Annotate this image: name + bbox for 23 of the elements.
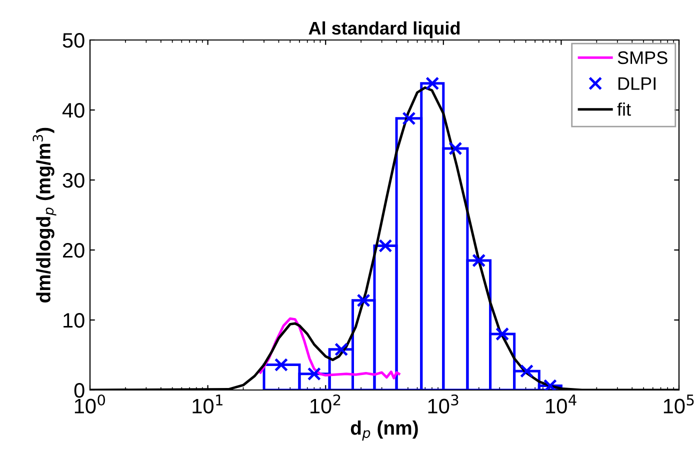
x-tick-label: 10$^{4}$	[546, 394, 576, 414]
point	[495, 327, 510, 341]
y-tick-label: 30	[62, 173, 84, 188]
x-tick-label: 10$^{3}$	[428, 394, 458, 414]
point	[402, 112, 416, 126]
x-tick-label: 10$^{2}$	[310, 394, 340, 414]
x-tick-label: 10$^{1}$	[192, 394, 222, 414]
y-axis-title: dm/dlogd$_{p}$ (mg/m$^{3}$)	[32, 128, 56, 302]
x-tick-label: 10$^{5}$	[664, 394, 694, 414]
point	[426, 76, 440, 90]
point	[448, 142, 462, 156]
legend-label: SMPS	[618, 51, 668, 64]
chart-title: Al standard liquid	[308, 21, 460, 38]
y-tick-label: 40	[62, 103, 84, 118]
point	[520, 364, 534, 378]
y-tick-label: 10	[64, 313, 84, 328]
point	[378, 238, 392, 253]
y-tick-label: 50	[62, 33, 84, 48]
legend-label: fit	[617, 102, 631, 116]
y-tick-label: 20	[63, 243, 84, 258]
x-axis-title: d$_{p}$ (nm)	[350, 420, 418, 441]
point	[472, 254, 486, 268]
legend-label: DLPI	[618, 77, 656, 90]
